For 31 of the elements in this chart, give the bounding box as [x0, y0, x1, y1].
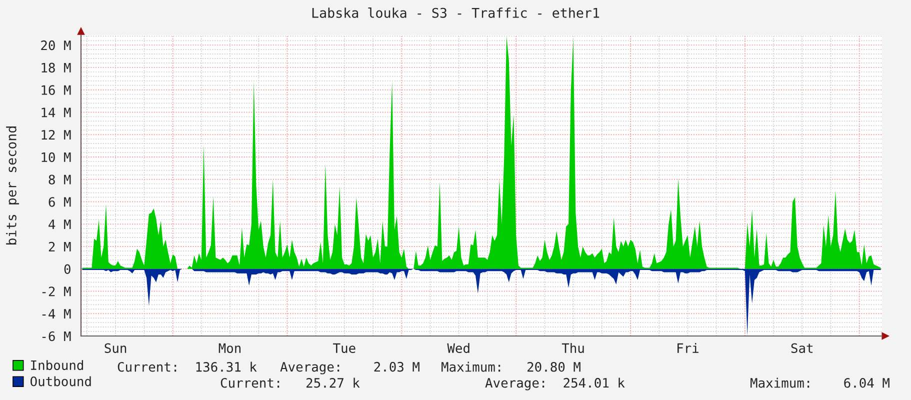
y-tick-label: 0 — [64, 264, 70, 274]
text: Maximum: 6.04 M — [750, 378, 890, 388]
y-tick-label: 18 M — [42, 62, 71, 73]
y-tick-label: 10 M — [42, 152, 71, 162]
x-tick-label: Thu — [562, 343, 584, 354]
x-tick-label: Tue — [333, 343, 356, 354]
y-tick-label: 16 M — [42, 85, 71, 95]
legend-label: Inbound — [31, 360, 84, 370]
y-tick-label: 8 M — [48, 174, 71, 184]
y-tick-label: 2 M — [48, 242, 71, 252]
x-tick-label: Wed — [447, 343, 470, 354]
text: Average: 2.03 M — [280, 362, 420, 374]
text: Current: 136.31 k — [118, 362, 257, 372]
y-tick-label: -2 M — [42, 286, 71, 296]
x-tick-label: Sat — [791, 343, 813, 354]
y-tick-label: -4 M — [42, 309, 71, 319]
y-tick-label: 20 M — [41, 40, 71, 50]
y-tick-label: 14 M — [42, 108, 71, 118]
text: Current: 25.27 k — [220, 378, 360, 388]
text: Average: 254.01 k — [485, 378, 625, 390]
y-tick-label: 6 M — [48, 197, 71, 207]
y-tick-label: 4 M — [48, 220, 71, 230]
y-axis-title: bits per second — [6, 126, 19, 244]
y-tick-label: 12 M — [42, 130, 71, 140]
x-tick-label: Fri — [678, 343, 698, 353]
chart-title: Labska louka - S3 - Traffic - ether1 — [312, 8, 600, 18]
x-tick-label: Mon — [218, 343, 241, 354]
legend-label: Outbound — [30, 376, 91, 386]
text: Maximum: 20.80 M — [442, 362, 580, 372]
y-tick-label: -6 M — [42, 331, 71, 342]
x-tick-label: Sun — [104, 343, 126, 354]
